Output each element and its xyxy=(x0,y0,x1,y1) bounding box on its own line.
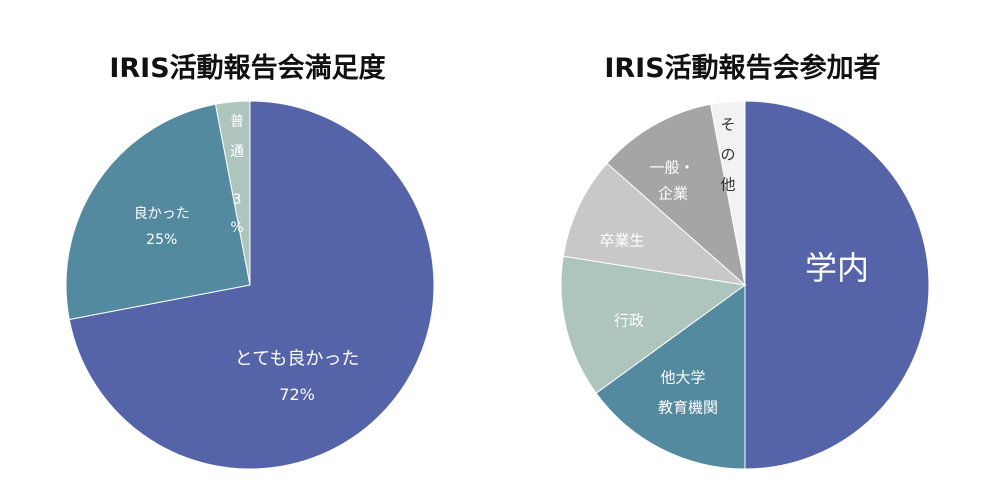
satisfaction-pie: とても良かった 72% 良かった 25% 普通 3% xyxy=(65,100,435,470)
data-label: 72% xyxy=(279,385,315,404)
chart-title: IRIS活動報告会満足度 xyxy=(109,53,386,84)
slice-label: 学内 xyxy=(805,249,869,287)
satisfaction-chart: IRIS活動報告会満足度 とても良かった 72% 良かった 25% 普通 3% xyxy=(65,53,435,470)
chart-title: IRIS活動報告会参加者 xyxy=(604,53,881,84)
slice-label: 他 xyxy=(720,176,735,194)
participants-chart: IRIS活動報告会参加者 学内他大学教育機関 行政 卒業生 一般・企業 その他 xyxy=(495,0,990,487)
data-label: 3 xyxy=(233,192,242,208)
data-label: % xyxy=(230,220,243,236)
slice-label: 通 xyxy=(230,144,244,160)
pie-slice xyxy=(744,100,930,470)
pie-slice xyxy=(606,103,746,287)
slice-label: とても良かった xyxy=(235,348,360,369)
pie-slice xyxy=(68,100,435,470)
slice-label: 普 xyxy=(230,114,244,130)
data-label: 25% xyxy=(146,232,177,248)
pie-slice xyxy=(709,100,746,286)
pie-slice xyxy=(65,103,251,321)
slice-label: 一般・ xyxy=(649,159,694,177)
slice-label: そ xyxy=(720,116,735,134)
pie-slice xyxy=(560,255,747,394)
slice-label: 他大学 xyxy=(660,369,705,387)
slice-label: 良かった xyxy=(134,206,190,222)
slice-label: 企業 xyxy=(658,185,688,203)
slice-label: 教育機関 xyxy=(658,399,718,417)
pie-slice xyxy=(595,284,746,470)
pie-slice xyxy=(562,162,747,286)
slice-label: の xyxy=(720,146,735,164)
slice-label: 行政 xyxy=(614,312,644,330)
pie-slice xyxy=(214,100,251,286)
slice-label: 卒業生 xyxy=(599,232,644,250)
